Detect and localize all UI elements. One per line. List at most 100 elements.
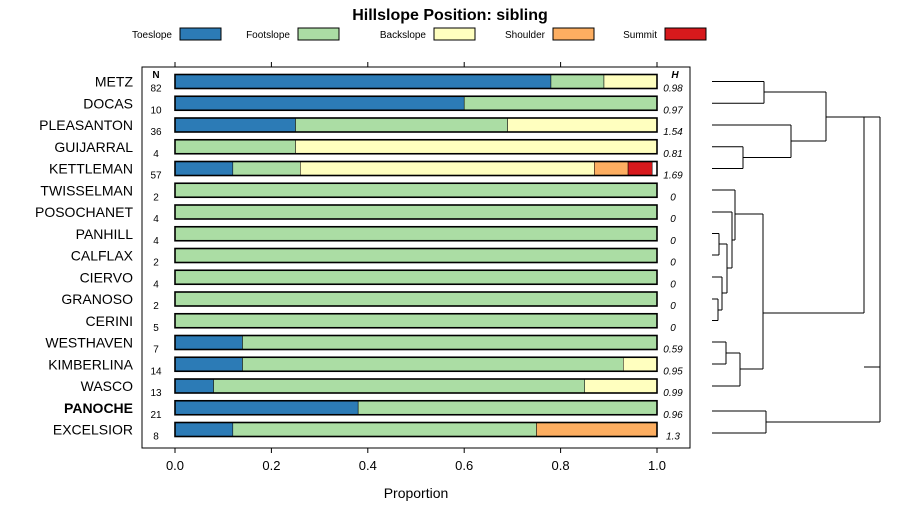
row-label-ciervo: CIERVO — [80, 269, 134, 285]
n-value-twisselman: 2 — [153, 192, 159, 203]
n-value-wasco: 13 — [150, 388, 162, 399]
bar-outline-excelsior — [174, 421, 658, 438]
x-axis: 0.0 0.2 0.4 0.6 0.8 1.0 — [166, 62, 666, 473]
bar-segment-kettleman-shoulder — [594, 161, 629, 176]
n-value-kimberlina: 14 — [150, 366, 162, 377]
h-value-pleasanton: 1.54 — [663, 127, 683, 138]
bar-outline-wasco — [174, 378, 658, 394]
dendrogram — [712, 81, 881, 434]
bar-outline-docas — [174, 95, 658, 112]
row-label-twisselman: TWISSELMAN — [40, 182, 133, 198]
bar-segment-docas-footslope — [463, 96, 658, 111]
h-value-calflax: 0 — [670, 258, 676, 269]
bar-segment-excelsior-shoulder — [536, 422, 658, 437]
h-value-docas: 0.97 — [663, 105, 683, 116]
row-label-granoso: GRANOSO — [61, 291, 133, 307]
bar-outline-kimberlina — [174, 356, 658, 373]
bar-outline-panhill — [174, 225, 658, 242]
h-value-excelsior: 1.3 — [666, 432, 680, 443]
h-value-westhaven: 0.59 — [663, 345, 683, 356]
legend-label-toeslope: Toeslope — [132, 30, 172, 41]
row-label-posochanet: POSOCHANET — [35, 204, 133, 220]
legend: Toeslope Footslope Backslope Shoulder Summit — [132, 27, 707, 41]
bar-segment-granoso-footslope — [174, 291, 658, 307]
row-label-panoche: PANOCHE — [64, 400, 133, 416]
bar-segment-metz-toeslope — [174, 74, 552, 89]
n-value-westhaven: 7 — [153, 345, 159, 356]
bar-outline-posochanet — [174, 204, 658, 220]
bar-segment-ciervo-footslope — [174, 270, 658, 285]
bar-segment-pleasanton-backslope — [507, 117, 658, 133]
row-label-pleasanton: PLEASANTON — [39, 117, 133, 133]
legend-label-summit: Summit — [623, 30, 657, 41]
row-label-cerini: CERINI — [86, 313, 133, 329]
bar-segment-twisselman-footslope — [174, 183, 658, 198]
x-tick-label-0: 0.0 — [166, 458, 184, 473]
bar-segment-wasco-backslope — [584, 378, 658, 394]
bar-segment-kettleman-footslope — [232, 161, 301, 176]
row-label-guijarral: GUIJARRAL — [54, 139, 133, 155]
bar-segment-panoche-toeslope — [174, 400, 359, 415]
bar-segment-wasco-toeslope — [174, 378, 214, 394]
h-value-cerini: 0 — [670, 323, 676, 334]
h-value-guijarral: 0.81 — [663, 149, 682, 160]
row-label-excelsior: EXCELSIOR — [53, 422, 133, 438]
n-value-ciervo: 4 — [153, 279, 159, 290]
h-value-kettleman: 1.69 — [663, 171, 683, 182]
n-value-calflax: 2 — [153, 258, 159, 269]
bar-segment-pleasanton-toeslope — [174, 117, 296, 133]
bar-segment-kimberlina-footslope — [242, 357, 624, 372]
n-value-kettleman: 57 — [150, 171, 162, 182]
bar-outline-calflax — [174, 247, 658, 264]
bar-outline-westhaven — [174, 334, 658, 351]
n-value-docas: 10 — [150, 105, 162, 116]
h-value-granoso: 0 — [670, 301, 676, 312]
x-tick-label-4: 0.8 — [552, 458, 570, 473]
n-column-header: N — [152, 70, 159, 81]
n-value-cerini: 5 — [153, 323, 159, 334]
row-label-westhaven: WESTHAVEN — [45, 335, 133, 351]
x-tick-label-1: 0.2 — [262, 458, 280, 473]
h-value-kimberlina: 0.95 — [663, 366, 683, 377]
legend-swatch-toeslope — [179, 27, 222, 41]
bar-segment-cerini-footslope — [174, 313, 658, 328]
bar-segment-westhaven-footslope — [242, 335, 658, 350]
bar-outline-ciervo — [174, 269, 658, 286]
h-value-wasco: 0.99 — [663, 388, 683, 399]
bar-outline-metz — [174, 73, 658, 90]
row-label-panhill: PANHILL — [76, 226, 134, 242]
row-label-kimberlina: KIMBERLINA — [48, 356, 133, 372]
n-value-metz: 82 — [150, 84, 162, 95]
row-label-docas: DOCAS — [83, 95, 133, 111]
row-label-metz: METZ — [95, 74, 134, 90]
legend-label-footslope: Footslope — [246, 30, 290, 41]
bar-segment-excelsior-footslope — [232, 422, 537, 437]
bar-outline-guijarral — [174, 138, 658, 155]
n-value-granoso: 2 — [153, 301, 159, 312]
legend-swatch-shoulder — [552, 27, 595, 41]
row-label-calflax: CALFLAX — [71, 248, 134, 264]
h-value-twisselman: 0 — [670, 192, 676, 203]
legend-swatch-summit — [664, 27, 707, 41]
n-value-excelsior: 8 — [153, 432, 159, 443]
n-value-panhill: 4 — [153, 236, 159, 247]
bar-outline-twisselman — [174, 182, 658, 199]
legend-swatch-backslope — [433, 27, 476, 41]
legend-label-backslope: Backslope — [380, 30, 427, 41]
chart-title: Hillslope Position: sibling — [352, 7, 548, 24]
bar-segment-metz-backslope — [603, 74, 658, 89]
n-value-posochanet: 4 — [153, 214, 159, 225]
bar-outline-granoso — [174, 291, 658, 307]
bar-outline-kettleman — [174, 160, 658, 177]
bar-segment-wasco-footslope — [213, 378, 585, 394]
bar-segment-metz-footslope — [550, 74, 605, 89]
bar-segment-posochanet-footslope — [174, 204, 658, 220]
legend-swatch-footslope — [297, 27, 340, 41]
legend-label-shoulder: Shoulder — [505, 30, 546, 41]
bar-segment-panoche-footslope — [357, 400, 658, 415]
bar-segment-guijarral-footslope — [174, 139, 296, 154]
bar-segment-kettleman-toeslope — [174, 161, 234, 176]
bar-segment-panhill-footslope — [174, 226, 658, 241]
